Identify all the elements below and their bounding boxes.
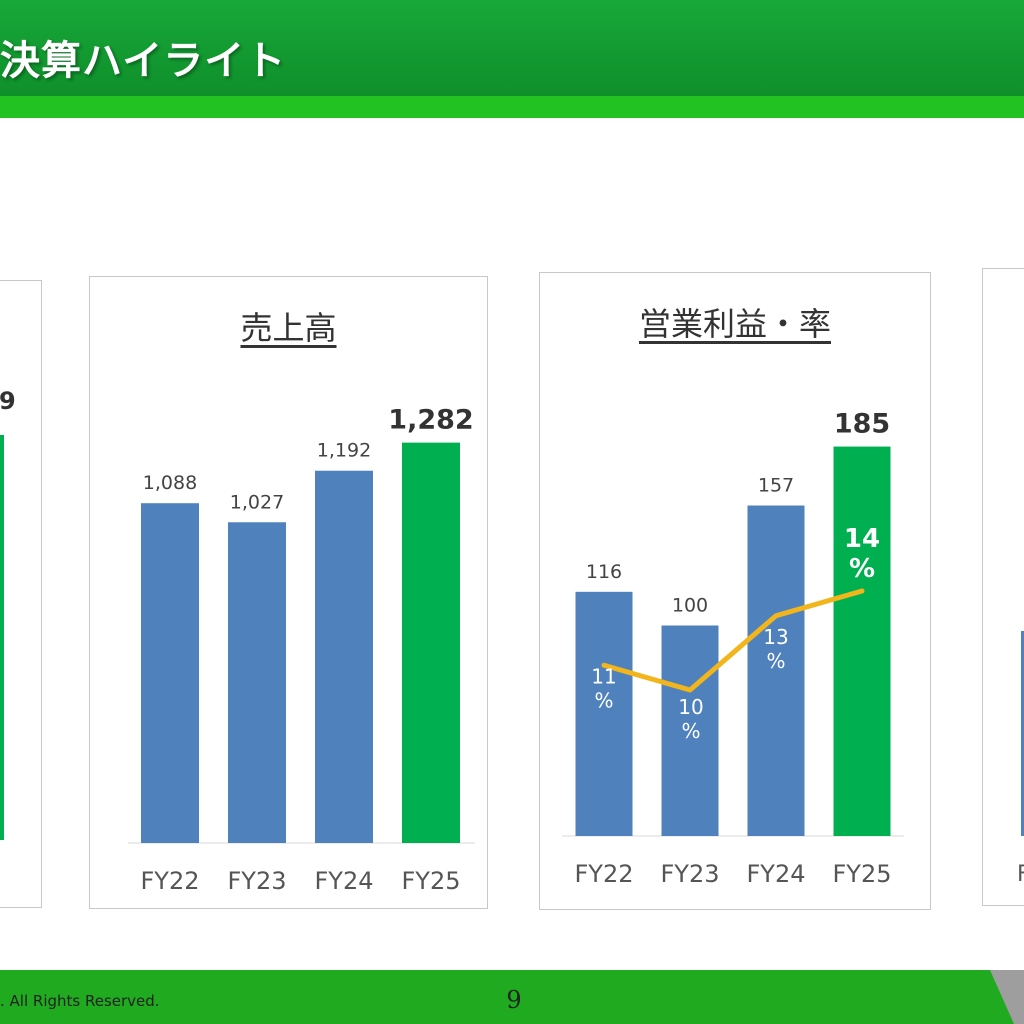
value-label-fy25: 1,282 [388, 405, 473, 436]
bar-fy25 [402, 442, 460, 843]
chart-panel-right-partial: F [982, 268, 1024, 906]
tick-label-fy22: F [1017, 862, 1024, 887]
chart-title-operating-profit: 営業利益・率 [638, 305, 831, 343]
chart-panel-operating-profit: 営業利益・率 116 FY22 100 FY23 157 FY24 185 FY25 11% 10… [539, 272, 931, 910]
tick-label-fy23: FY23 [227, 867, 286, 895]
value-label-fy25: 185 [834, 409, 890, 440]
value-label-fy24: 157 [758, 475, 794, 497]
page-number: 9 [506, 986, 522, 1014]
tick-label-fy22: FY22 [140, 867, 199, 895]
tick-label-fy25: 5 [0, 869, 2, 894]
margin-label-fy23-unit: % [681, 719, 700, 743]
tick-label-fy22: FY22 [574, 860, 633, 888]
bar-fy23 [661, 625, 719, 836]
operating-margin-line [601, 588, 865, 693]
tick-label-fy25: FY25 [401, 867, 460, 895]
margin-label-fy25-unit: % [849, 554, 875, 584]
chart-right-partial: F [1017, 631, 1024, 887]
tick-label-fy24: FY24 [314, 867, 373, 895]
bar-fy24 [747, 505, 805, 836]
chart-panel-left-partial: 9 5 [0, 280, 42, 908]
chart-sales: 1,088 FY22 1,027 FY23 1,192 FY24 1,282 FY25 [128, 405, 475, 895]
header-accent-stripe [0, 96, 1024, 118]
footer-copyright: . All Rights Reserved. [0, 992, 160, 1010]
margin-label-fy23-value: 10 [678, 695, 703, 719]
margin-label-fy24-value: 13 [763, 625, 788, 649]
tick-label-fy23: FY23 [660, 860, 719, 888]
footer-corner-graphic [990, 970, 1024, 1024]
footer-band [0, 970, 1024, 1024]
bar-fy24 [315, 470, 373, 843]
page-title: 決算ハイライト [0, 38, 287, 84]
chart-left-partial: 9 5 [0, 387, 16, 894]
tick-label-fy25: FY25 [832, 860, 891, 888]
value-label-fy23: 1,027 [230, 491, 284, 513]
bar-fy22 [1021, 631, 1024, 836]
value-label-fy22: 1,088 [143, 472, 197, 494]
bar-fy25 [0, 435, 4, 840]
margin-label-fy22-value: 11 [591, 664, 616, 688]
margin-label-fy25-value: 14 [844, 524, 880, 554]
margin-label-fy22-unit: % [594, 688, 613, 712]
value-label-fy23: 100 [672, 595, 708, 617]
chart-panel-sales: 売上高 1,088 FY22 1,027 FY23 1,192 FY24 1,282 FY25 [89, 276, 488, 909]
margin-label-fy24-unit: % [766, 649, 785, 673]
header-band [0, 0, 1024, 96]
bar-fy22 [575, 591, 633, 836]
bar-fy23 [228, 522, 286, 843]
value-label-fy25: 9 [0, 387, 16, 415]
tick-label-fy24: FY24 [746, 860, 805, 888]
value-label-fy22: 116 [586, 561, 622, 583]
value-label-fy24: 1,192 [317, 440, 371, 462]
bar-fy25 [833, 446, 891, 836]
bar-fy22 [141, 503, 199, 843]
chart-title-sales: 売上高 [240, 309, 337, 347]
